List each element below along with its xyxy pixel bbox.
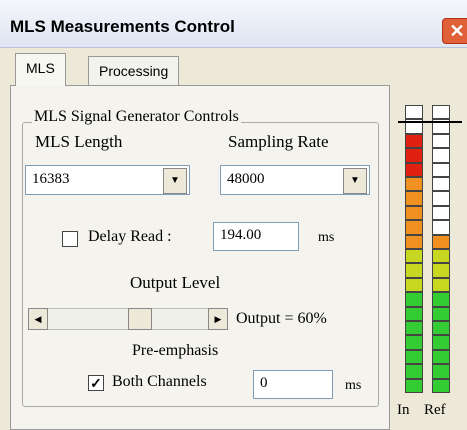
meter-segment — [432, 133, 450, 149]
meter-segment — [432, 306, 450, 321]
meter-segment — [405, 277, 423, 293]
meter-segment — [405, 263, 423, 278]
meter-segment — [432, 292, 450, 307]
meter-segment — [405, 220, 423, 235]
meter-segment — [405, 162, 423, 177]
meter-segment — [432, 234, 450, 249]
checkbox[interactable] — [62, 231, 78, 247]
meter-segment — [405, 335, 423, 350]
dropdown-button[interactable]: ▼ — [163, 168, 187, 194]
dropdown-button[interactable]: ▼ — [343, 168, 367, 194]
readout: Output = 60% — [236, 310, 327, 327]
meter-segment — [432, 105, 450, 120]
meter-segment — [405, 105, 423, 120]
tab[interactable]: Processing — [88, 56, 180, 86]
tab[interactable]: MLS — [15, 53, 66, 86]
peak-line — [398, 121, 462, 123]
scroll-left[interactable]: ◀ — [28, 308, 48, 330]
meter-segment — [432, 364, 450, 379]
meter-segment — [405, 133, 423, 149]
meter-segment — [432, 321, 450, 336]
meter-segment — [432, 148, 450, 163]
label: Pre-emphasis — [132, 342, 219, 359]
meter-segment — [432, 349, 450, 365]
scroll-right[interactable]: ▶ — [208, 308, 228, 330]
meter-segment — [432, 177, 450, 192]
label: MLS Length — [35, 132, 123, 151]
meter-segment — [405, 292, 423, 307]
meter-segment — [432, 335, 450, 350]
label: Output Level — [130, 273, 221, 292]
unit: ms — [345, 378, 362, 393]
meter-segment — [432, 378, 450, 393]
text-value: 0 — [260, 375, 268, 391]
meter-segment — [405, 191, 423, 206]
meter-segment — [405, 205, 423, 221]
meter-segment — [432, 191, 450, 206]
meter-segment — [405, 378, 423, 393]
meter-label: Ref — [424, 402, 446, 418]
meter-segment — [405, 234, 423, 249]
window-title: MLS Measurements Control — [10, 17, 235, 36]
combo-box[interactable]: 16383 ▼ — [25, 165, 190, 195]
meter-segment — [405, 148, 423, 163]
combo-value: 48000 — [227, 171, 265, 187]
meter-segment — [432, 263, 450, 278]
label: Delay Read : — [88, 228, 172, 245]
meter-segment — [405, 249, 423, 264]
combo-value: 16383 — [32, 171, 70, 187]
meter-segment — [432, 277, 450, 293]
label: Sampling Rate — [228, 132, 329, 151]
scroll-thumb[interactable] — [128, 308, 152, 330]
checkbox[interactable]: ✓ — [88, 375, 104, 391]
meter-label: In — [397, 402, 410, 418]
meter-segment — [432, 249, 450, 264]
meter-segment — [405, 349, 423, 365]
meter-segment — [405, 177, 423, 192]
close-button[interactable]: ✕ — [442, 18, 467, 44]
text-box[interactable]: 0 — [253, 370, 333, 399]
combo-box[interactable]: 48000 ▼ — [220, 165, 370, 195]
meter-segment — [405, 306, 423, 321]
meter-segment — [432, 162, 450, 177]
meter-segment — [405, 321, 423, 336]
label: Both Channels — [112, 373, 207, 390]
text-value: 194.00 — [220, 227, 262, 243]
text-box[interactable]: 194.00 — [213, 222, 299, 251]
meter-segment — [405, 364, 423, 379]
meter-segment — [432, 205, 450, 221]
group-title: MLS Signal Generator Controls — [32, 108, 241, 126]
unit: ms — [318, 230, 335, 245]
meter-segment — [432, 220, 450, 235]
title-bar: MLS Measurements Control — [0, 0, 467, 48]
